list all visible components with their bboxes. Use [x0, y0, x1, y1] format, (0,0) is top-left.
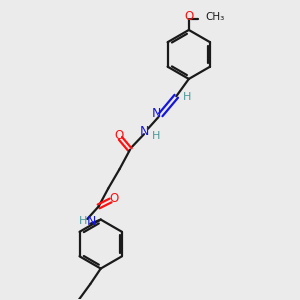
- Text: H: H: [152, 131, 160, 141]
- Text: O: O: [184, 10, 194, 23]
- Text: O: O: [114, 129, 123, 142]
- Text: N: N: [152, 107, 161, 120]
- Text: N: N: [86, 215, 96, 228]
- Text: CH₃: CH₃: [205, 11, 224, 22]
- Text: H: H: [79, 216, 87, 226]
- Text: O: O: [109, 193, 118, 206]
- Text: N: N: [140, 125, 150, 138]
- Text: H: H: [182, 92, 191, 102]
